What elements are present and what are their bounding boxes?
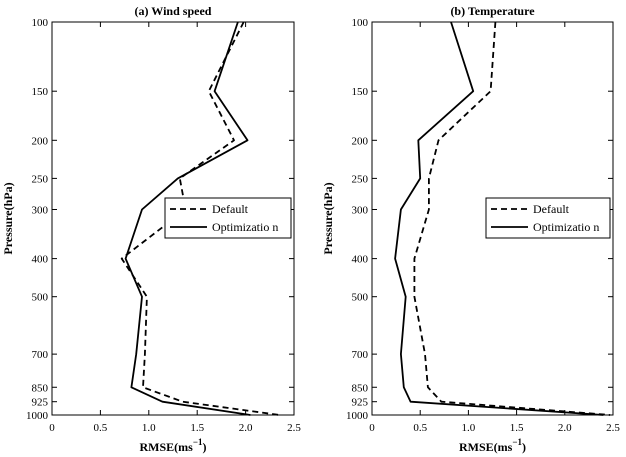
y-axis-title: Pressure(hPa): [321, 182, 335, 254]
y-tick-label: 500: [32, 292, 49, 304]
x-tick-label: 2.5: [287, 422, 301, 434]
y-axis-title: Pressure(hPa): [1, 182, 15, 254]
legend-label-default: Default: [212, 202, 249, 216]
y-tick-label: 1000: [26, 410, 49, 422]
series-line-default: [413, 21, 611, 416]
y-tick-label: 925: [32, 397, 49, 409]
y-tick-label: 1000: [346, 410, 369, 422]
y-tick-label: 400: [352, 254, 369, 266]
y-tick-label: 850: [352, 382, 369, 394]
x-tick-label: 1.0: [462, 422, 476, 434]
plot-frame: [51, 21, 295, 416]
x-tick-label: 0.5: [94, 422, 108, 434]
x-axis-title-end: ): [202, 440, 206, 454]
legend-label-optimization: Optimizatio n: [212, 220, 278, 234]
chart-title: (b) Temperature: [450, 4, 535, 18]
y-tick-label: 700: [32, 349, 49, 361]
x-tick-label: 0.5: [413, 422, 427, 434]
x-axis-title-sup: −1: [512, 437, 522, 447]
x-axis-title-main: RMSE(ms: [140, 440, 194, 454]
legend-label-default: Default: [533, 202, 570, 216]
y-tick-label: 700: [352, 349, 369, 361]
legend-box: [164, 197, 292, 239]
plot-frame: [371, 21, 614, 416]
y-tick-label: 200: [32, 135, 49, 147]
x-tick-label: 1.5: [190, 422, 204, 434]
x-axis-title: RMSE(ms−1): [459, 437, 526, 454]
y-tick-label: 850: [32, 382, 49, 394]
y-tick-label: 300: [352, 205, 369, 217]
x-tick-label: 2.5: [606, 422, 620, 434]
y-tick-label: 200: [352, 135, 369, 147]
x-axis-title: RMSE(ms−1): [140, 437, 207, 454]
y-tick-label: 100: [352, 17, 369, 29]
x-tick-label: 1.0: [142, 422, 156, 434]
x-tick-label: 2.0: [239, 422, 253, 434]
legend-box: [485, 197, 611, 239]
series-line-optimization: [394, 21, 604, 416]
y-tick-label: 250: [352, 173, 369, 185]
series-line-optimization: [124, 21, 251, 416]
y-tick-label: 500: [352, 292, 369, 304]
chart-title: (a) Wind speed: [135, 4, 212, 18]
x-tick-label: 0: [369, 422, 375, 434]
y-tick-label: 150: [32, 86, 49, 98]
series-line-default: [120, 21, 280, 416]
y-tick-label: 250: [32, 173, 49, 185]
y-tick-label: 300: [32, 205, 49, 217]
x-axis-title-sup: −1: [193, 437, 203, 447]
y-tick-label: 400: [32, 254, 49, 266]
x-tick-label: 2.0: [558, 422, 572, 434]
y-tick-label: 100: [32, 17, 49, 29]
y-tick-label: 925: [352, 397, 369, 409]
x-axis-title-end: ): [522, 440, 526, 454]
x-tick-label: 1.5: [510, 422, 524, 434]
legend-label-optimization: Optimizatio n: [533, 220, 599, 234]
y-tick-label: 150: [352, 86, 369, 98]
x-tick-label: 0: [49, 422, 55, 434]
x-axis-title-main: RMSE(ms: [459, 440, 513, 454]
